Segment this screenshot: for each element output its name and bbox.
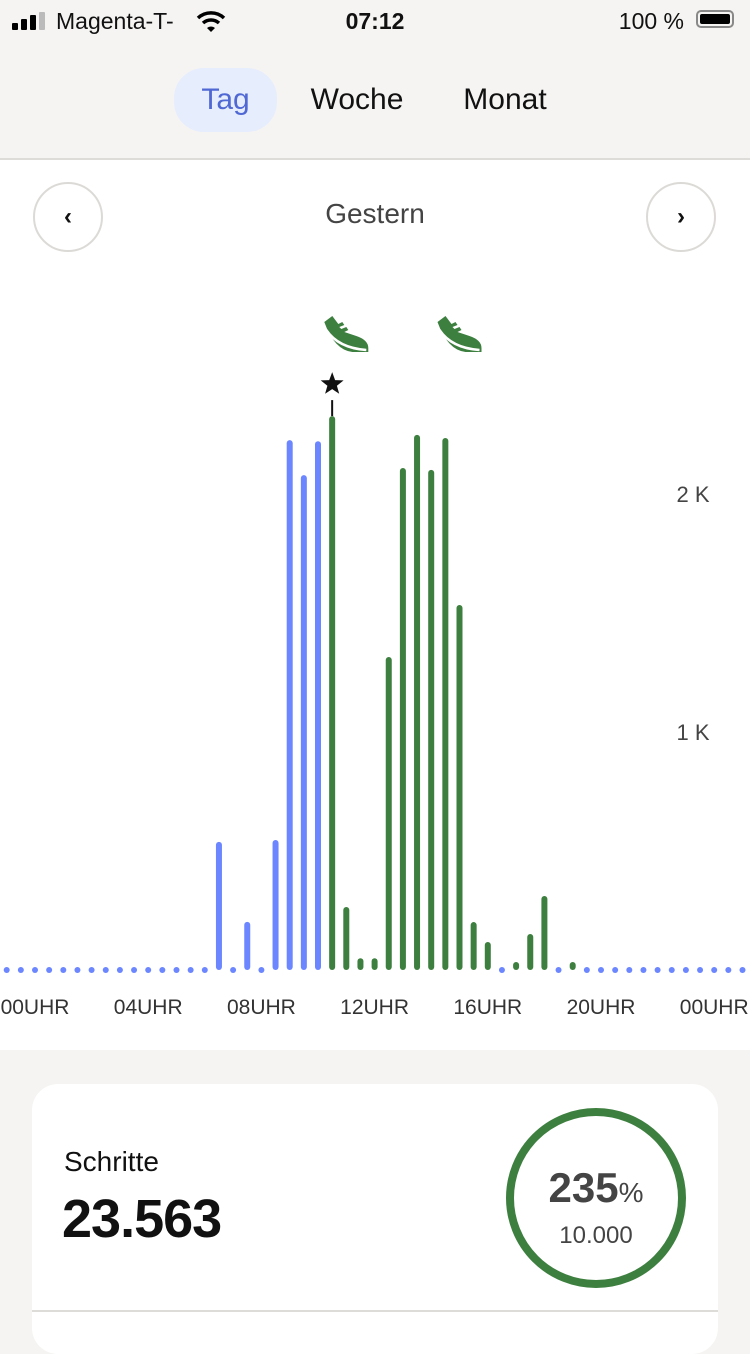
y-tick-label: 1 K bbox=[676, 720, 709, 745]
bar-empty-dot bbox=[498, 967, 505, 973]
status-bar: Magenta-T- 07:12 100 % bbox=[0, 0, 750, 44]
chart-panel bbox=[0, 160, 750, 1050]
card-divider bbox=[32, 1310, 718, 1312]
next-day-button[interactable]: › bbox=[646, 182, 716, 252]
steps-label: Schritte bbox=[64, 1146, 159, 1177]
bar-empty-dot bbox=[725, 967, 732, 973]
battery-icon bbox=[696, 10, 734, 28]
steps-chart: 00UHR 04UHR 08UHR 12UHR 16UHR 20UHR 00UHR 1 K 2… bbox=[1, 316, 749, 1019]
bar-empty-dot bbox=[668, 967, 675, 973]
period-tabs: Tag Woche Monat bbox=[0, 68, 750, 132]
bar-empty-dot bbox=[555, 967, 562, 973]
bar-empty-dot bbox=[32, 967, 38, 973]
bar-empty-dot bbox=[697, 967, 704, 973]
bar-empty-dot bbox=[612, 967, 619, 973]
shoe-icon bbox=[324, 316, 369, 352]
x-tick-label: 00UHR bbox=[1, 996, 70, 1019]
goal-progress-ring: 235% 10.000 bbox=[506, 1108, 686, 1288]
day-label: Gestern bbox=[325, 198, 425, 229]
steps-summary-card[interactable]: Schritte 23.563 235% 10.000 bbox=[32, 1084, 718, 1354]
bar-empty-dot bbox=[88, 967, 95, 973]
tab-monat[interactable]: Monat bbox=[463, 83, 547, 116]
x-tick-label: 16UHR bbox=[453, 996, 522, 1019]
star-icon bbox=[320, 372, 344, 394]
bar-empty-dot bbox=[173, 967, 180, 973]
tab-tag[interactable]: Tag bbox=[174, 68, 277, 132]
divider bbox=[0, 158, 750, 160]
bar-empty-dot bbox=[230, 967, 237, 973]
bar-empty-dot bbox=[74, 967, 81, 973]
bar-empty-dot bbox=[258, 967, 265, 973]
bar-empty-dot bbox=[583, 967, 590, 973]
bar-empty-dot bbox=[3, 967, 10, 973]
x-tick-label: 00UHR bbox=[680, 996, 749, 1019]
bar-empty-dot bbox=[17, 967, 24, 973]
steps-count: 23.563 bbox=[62, 1189, 222, 1249]
tab-woche[interactable]: Woche bbox=[310, 83, 404, 116]
bar-empty-dot bbox=[159, 967, 166, 973]
bar-empty-dot bbox=[598, 967, 604, 973]
shoe-icon bbox=[437, 316, 482, 352]
goal-value: 10.000 bbox=[559, 1222, 633, 1249]
clock: 07:12 bbox=[345, 8, 405, 34]
chevron-right-icon: › bbox=[677, 203, 685, 230]
x-tick-label: 12UHR bbox=[340, 996, 409, 1019]
bar-empty-dot bbox=[640, 967, 647, 973]
carrier-name: Magenta-T- bbox=[56, 8, 174, 34]
previous-day-button[interactable]: ‹ bbox=[33, 182, 103, 252]
wifi-icon bbox=[196, 11, 226, 32]
signal-icon bbox=[12, 12, 45, 30]
bar-empty-dot bbox=[201, 967, 208, 973]
bar-empty-dot bbox=[131, 967, 138, 973]
bar-empty-dot bbox=[739, 967, 746, 973]
chevron-left-icon: ‹ bbox=[64, 203, 72, 230]
bar-empty-dot bbox=[654, 967, 661, 973]
x-tick-label: 04UHR bbox=[114, 996, 183, 1019]
percent-sign: % bbox=[618, 1177, 644, 1208]
bar-empty-dot bbox=[102, 967, 109, 973]
bar-empty-dot bbox=[682, 967, 689, 973]
bar-empty-dot bbox=[711, 967, 718, 973]
goal-percent: 235 bbox=[548, 1164, 619, 1211]
bar-empty-dot bbox=[626, 967, 633, 973]
bar-empty-dot bbox=[145, 967, 152, 973]
bar-empty-dot bbox=[187, 967, 194, 973]
y-tick-label: 2 K bbox=[676, 482, 709, 507]
x-tick-label: 08UHR bbox=[227, 996, 296, 1019]
bar-empty-dot bbox=[60, 967, 67, 973]
bar-empty-dot bbox=[116, 967, 123, 973]
x-tick-label: 20UHR bbox=[567, 996, 636, 1019]
battery-percent: 100 % bbox=[618, 8, 684, 34]
bar-empty-dot bbox=[46, 967, 53, 973]
